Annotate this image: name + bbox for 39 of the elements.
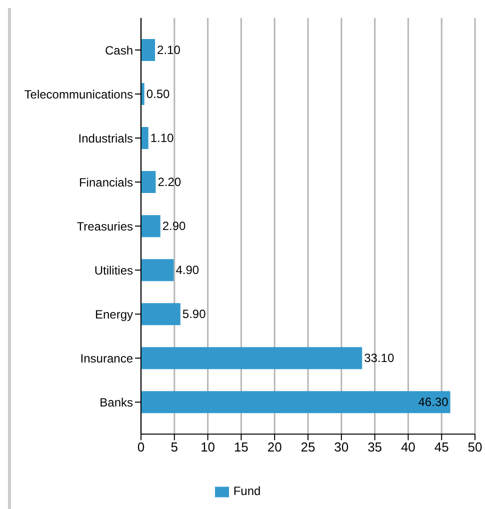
- bar: [141, 171, 156, 194]
- legend-label: Fund: [233, 484, 261, 498]
- bar: [141, 83, 144, 106]
- y-tick-label: Banks: [100, 395, 133, 410]
- x-tick-label: 50: [468, 439, 482, 454]
- x-tick-label: 15: [234, 439, 248, 454]
- data-label: 0.50: [146, 87, 170, 102]
- x-tick-label: 30: [334, 439, 349, 454]
- data-label: 2.90: [162, 219, 186, 234]
- bar: [141, 259, 174, 282]
- bar: [141, 127, 148, 150]
- bar: [141, 391, 450, 414]
- bar: [141, 347, 362, 370]
- data-label: 4.90: [176, 263, 200, 278]
- data-label: 5.90: [182, 307, 206, 322]
- y-tick-label: Insurance: [80, 351, 134, 366]
- x-tick-label: 10: [200, 439, 216, 454]
- data-label: 33.10: [364, 351, 394, 366]
- bar: [141, 39, 156, 61]
- x-tick-label: 35: [368, 439, 382, 454]
- y-tick-label: Financials: [78, 175, 133, 190]
- y-tick-label: Telecommunications: [24, 87, 133, 102]
- data-label: 2.10: [157, 43, 181, 57]
- x-tick-label: 5: [170, 439, 178, 454]
- y-tick-label: Energy: [94, 307, 133, 322]
- data-label: 1.10: [150, 131, 174, 146]
- x-tick-label: 20: [267, 439, 282, 454]
- bar: [141, 303, 180, 326]
- y-tick-label: Treasuries: [76, 219, 133, 234]
- y-tick-label: Utilities: [94, 263, 133, 278]
- data-label: 46.30: [418, 395, 449, 410]
- x-tick-label: 25: [300, 439, 316, 454]
- x-tick-label: 40: [400, 439, 416, 454]
- y-tick-label: Cash: [104, 43, 133, 58]
- y-tick-label: Industrials: [78, 131, 133, 146]
- data-label: 2.20: [158, 175, 182, 190]
- x-tick-label: 45: [434, 439, 449, 454]
- bar: [141, 215, 160, 238]
- x-tick-label: 0: [137, 439, 145, 454]
